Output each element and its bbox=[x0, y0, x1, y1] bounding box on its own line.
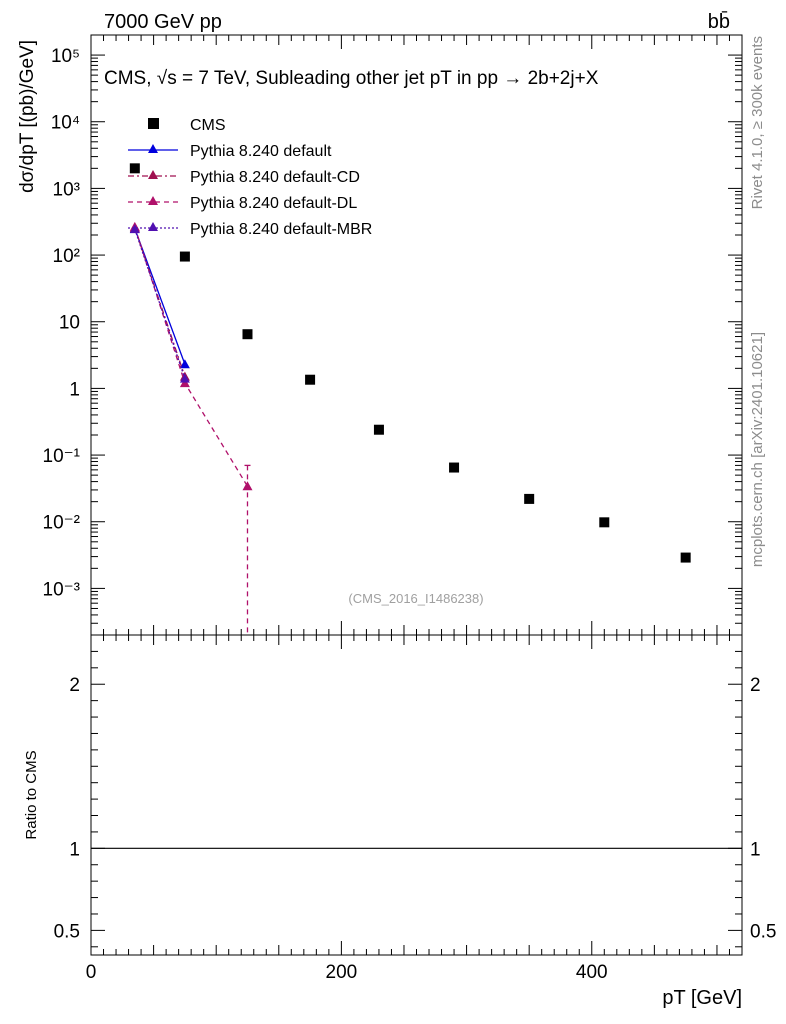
legend-marker bbox=[148, 170, 158, 179]
legend-label: Pythia 8.240 default-MBR bbox=[190, 221, 372, 238]
cms-data-point bbox=[680, 552, 691, 563]
legend-label: Pythia 8.240 default bbox=[190, 143, 332, 160]
rivet-note: Rivet 4.1.0, ≥ 300k events bbox=[749, 36, 766, 209]
ratio-panel-frame bbox=[90, 634, 743, 956]
legend-label: CMS bbox=[190, 117, 226, 134]
mcplots-note: mcplots.cern.ch [arXiv:2401.10621] bbox=[749, 332, 766, 567]
mc-data-point bbox=[179, 359, 190, 369]
cms-data-point bbox=[524, 493, 535, 504]
y-axis-label: dσ/dpT [(pb)/GeV] bbox=[17, 40, 38, 193]
legend-marker bbox=[148, 222, 158, 231]
ratio-tick-label: 2 bbox=[750, 675, 761, 696]
y-tick-label: 10⁻² bbox=[43, 513, 81, 534]
y-tick-label: 10⁴ bbox=[51, 113, 80, 134]
y-tick-label: 10³ bbox=[53, 179, 80, 200]
cms-data-point bbox=[179, 251, 190, 262]
cms-data-point bbox=[599, 517, 610, 528]
legend: CMS Pythia 8.240 default Pythia 8.240 defa… bbox=[128, 117, 372, 238]
x-axis-label: pT [GeV] bbox=[662, 987, 742, 1009]
legend-label: Pythia 8.240 default-DL bbox=[190, 195, 357, 212]
cms-data-point bbox=[129, 163, 140, 174]
main-panel-frame bbox=[90, 34, 743, 636]
mc-data-point bbox=[242, 481, 253, 491]
mc-series-line bbox=[134, 228, 186, 365]
chart-title: CMS, √s = 7 TeV, Subleading other jet pT… bbox=[104, 68, 599, 89]
mc-series-line bbox=[134, 226, 249, 487]
legend-marker bbox=[148, 144, 158, 153]
energy-label: 7000 GeV pp bbox=[104, 11, 222, 33]
legend-label: Pythia 8.240 default-CD bbox=[190, 169, 360, 186]
y-tick-label: 10⁻³ bbox=[43, 579, 81, 600]
ratio-y-axis-label: Ratio to CMS bbox=[23, 750, 40, 839]
x-tick-label: 0 bbox=[86, 962, 97, 983]
y-tick-label: 10⁻¹ bbox=[43, 446, 81, 467]
process-label: bb̄ bbox=[708, 10, 730, 33]
cms-data-point bbox=[449, 462, 460, 473]
ratio-tick-label: 1 bbox=[750, 839, 761, 860]
y-tick-label: 10 bbox=[59, 313, 80, 334]
x-tick-label: 400 bbox=[576, 962, 608, 983]
legend-marker bbox=[148, 118, 159, 129]
mc-data-point bbox=[179, 373, 190, 383]
watermark: (CMS_2016_I1486238) bbox=[348, 591, 483, 606]
ratio-tick-label: 0.5 bbox=[750, 921, 776, 942]
ratio-tick-label: 2 bbox=[69, 675, 80, 696]
cms-data-point bbox=[242, 329, 253, 340]
cms-data-point bbox=[305, 374, 316, 385]
y-tick-label: 10² bbox=[53, 246, 80, 267]
ratio-tick-label: 1 bbox=[69, 839, 80, 860]
legend-marker bbox=[148, 196, 158, 205]
y-tick-label: 1 bbox=[69, 379, 80, 400]
axis-ticks: 0 200 400 10⁻³ 10⁻² 10⁻¹ 1 10 10² 10³ 10⁴ 10⁵ 0.5 0.5… bbox=[43, 34, 776, 983]
ratio-tick-label: 0.5 bbox=[54, 921, 80, 942]
series-layer bbox=[129, 163, 691, 635]
x-tick-label: 200 bbox=[326, 962, 358, 983]
y-tick-label: 10⁵ bbox=[51, 46, 80, 67]
cms-data-point bbox=[373, 424, 384, 435]
mc-data-point bbox=[129, 224, 140, 234]
